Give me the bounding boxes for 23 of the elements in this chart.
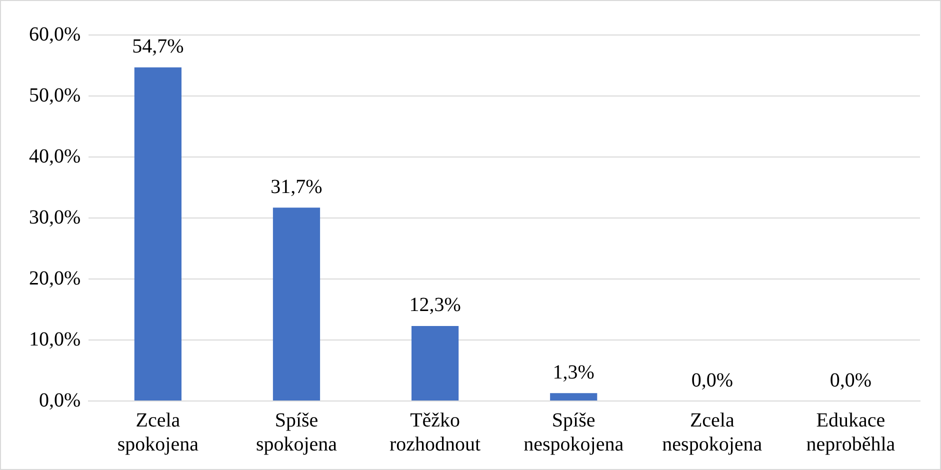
data-label: 31,7% (270, 176, 322, 198)
x-tick-label: Zcela nespokojena (662, 409, 762, 456)
x-tick-label: Zcela spokojena (117, 409, 199, 456)
y-tick-label: 40,0% (28, 145, 81, 168)
y-tick-label: 30,0% (28, 206, 81, 228)
bar (134, 67, 182, 400)
x-tick-label: Edukace neproběhla (806, 409, 896, 456)
y-tick-label: 10,0% (28, 328, 81, 350)
data-label: 0,0% (830, 369, 872, 392)
y-tick-label: 20,0% (28, 267, 81, 290)
x-tick-label: Spíše spokojena (256, 409, 338, 456)
y-tick-label: 0,0% (38, 389, 81, 412)
data-label: 1,3% (552, 361, 594, 384)
data-label: 54,7% (132, 36, 184, 58)
x-tick-label: Spíše nespokojena (524, 409, 624, 456)
bar (550, 393, 598, 400)
bar (272, 208, 320, 400)
y-tick-label: 50,0% (28, 84, 81, 106)
data-label: 12,3% (409, 294, 461, 316)
bar (411, 326, 459, 400)
y-tick-label: 60,0% (28, 23, 81, 46)
data-label: 0,0% (691, 369, 733, 392)
x-tick-label: Těžko rozhodnout (390, 409, 482, 456)
